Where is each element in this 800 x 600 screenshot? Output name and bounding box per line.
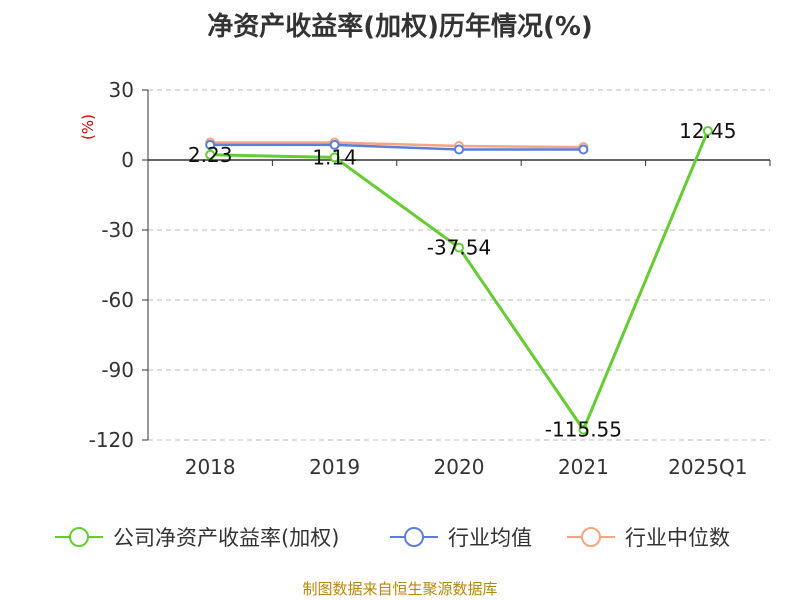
data-point: [578, 144, 589, 155]
series-line: [210, 141, 584, 149]
data-labels: 2.23 1.14 -37.54 -115.55 12.45: [188, 119, 736, 442]
source-note: 制图数据来自恒生聚源数据库: [302, 580, 498, 598]
legend-marker: [69, 527, 89, 547]
data-point: [454, 144, 464, 155]
data-point: [454, 242, 464, 253]
data-point: [205, 139, 216, 150]
data-point: [329, 139, 340, 150]
grid-lines: [148, 89, 770, 441]
y-tick-label: -120: [89, 428, 134, 452]
legend-label: 行业中位数: [625, 526, 730, 550]
y-tick-label: -90: [101, 358, 134, 382]
x-tick-label: 2019: [309, 455, 360, 479]
data-label: 12.45: [679, 119, 736, 143]
data-label: 1.14: [312, 145, 357, 169]
data-point: [205, 149, 216, 160]
data-label: -37.54: [427, 236, 491, 260]
data-point: [329, 152, 340, 163]
y-tick-label: 0: [121, 148, 134, 172]
y-tick-label: -60: [101, 288, 134, 312]
series-line: [210, 130, 710, 432]
x-tick-label: 2020: [434, 455, 485, 479]
legend-label: 公司净资产收益率(加权): [113, 526, 339, 550]
data-label: -115.55: [545, 418, 622, 442]
data-label: 2.23: [188, 143, 233, 167]
legend-marker: [581, 527, 601, 547]
axes: 30 0 -30 -60 -90 -120 2018 2019 2020 2021 2025Q1: [89, 78, 771, 479]
x-tick-label: 2025Q1: [668, 455, 747, 479]
x-tick-label: 2021: [558, 455, 609, 479]
legend-label: 行业均值: [448, 526, 532, 550]
legend: 公司净资产收益率(加权) 行业均值 行业中位数: [55, 526, 730, 550]
chart-title: 净资产收益率(加权)历年情况(%): [207, 12, 593, 42]
legend-marker: [404, 527, 424, 547]
data-point: [578, 424, 589, 435]
y-tick-label: -30: [101, 218, 134, 242]
series-group: [205, 125, 713, 435]
data-point: [702, 125, 713, 136]
y-tick-label: 30: [109, 78, 134, 102]
series-line: [210, 143, 584, 151]
x-tick-label: 2018: [185, 455, 236, 479]
y-axis-label: (%): [79, 114, 97, 140]
